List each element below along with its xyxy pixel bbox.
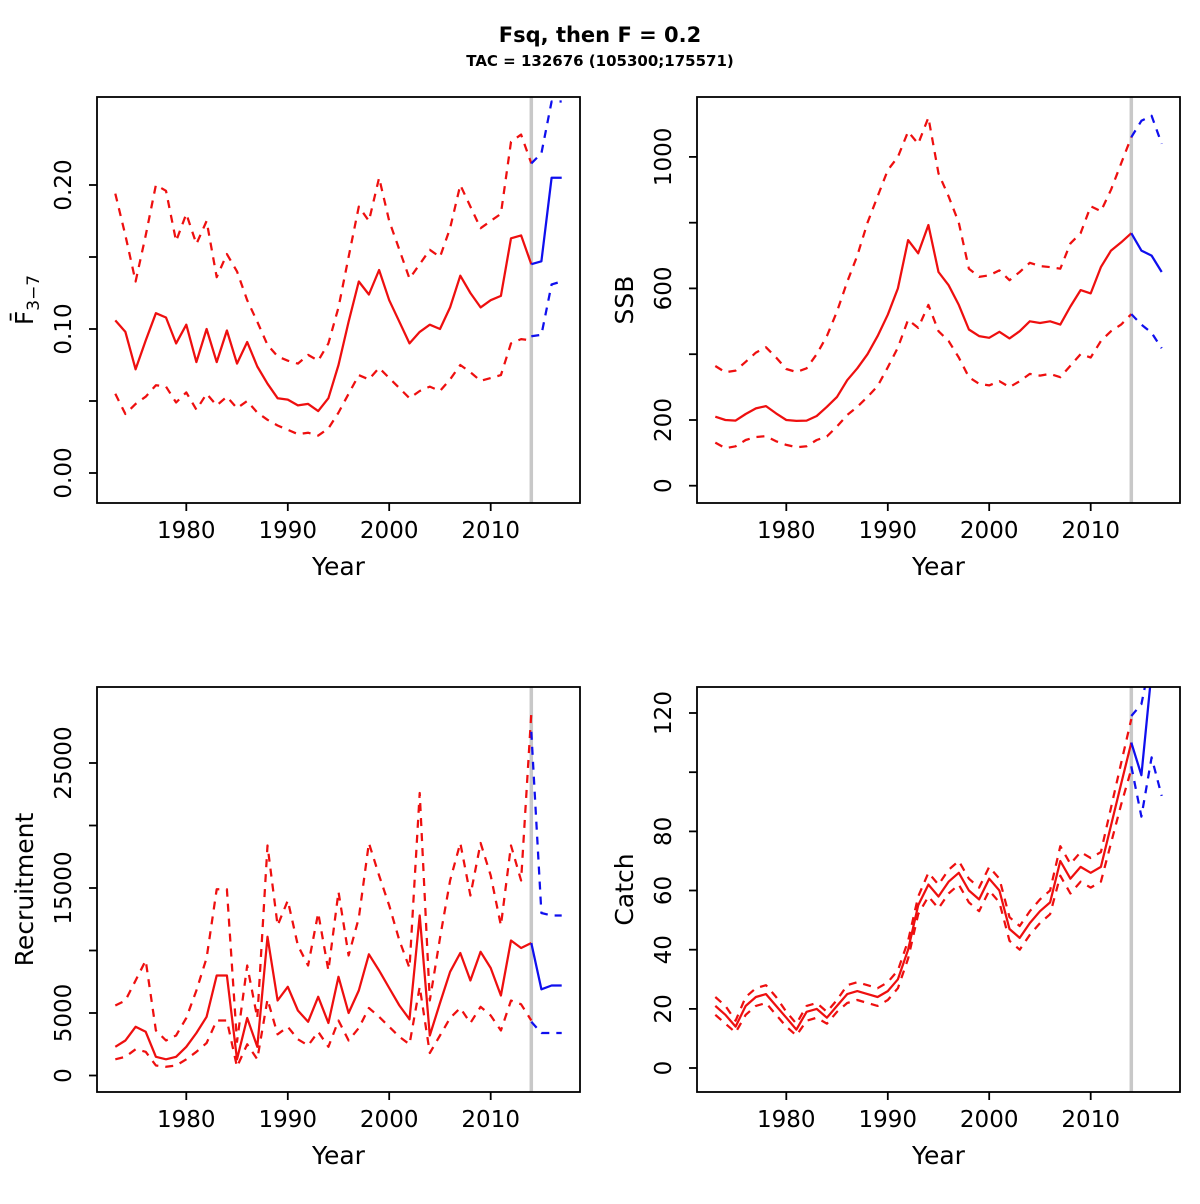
fbar-upper-ci-projection-line	[530, 100, 562, 165]
catch-upper-ci-projection-line	[1130, 687, 1147, 717]
y-tick-label: 60	[651, 876, 677, 905]
ssb-median-projection-line	[1130, 232, 1163, 273]
recruitment-chart: 1980 1990 2000 2010 0 5000 15000 25000 Year Recru…	[10, 686, 581, 1170]
x-tick-label: 1990	[259, 518, 318, 544]
x-tick-label: 2010	[461, 1107, 520, 1133]
figure-subtitle: TAC = 132676 (105300;175571)	[466, 52, 734, 70]
recruitment-lower-ci-historical-line	[115, 985, 533, 1068]
y-tick-label: 0.10	[51, 303, 77, 354]
recruitment-lower-ci-projection-line	[530, 1021, 562, 1035]
x-tick-label: 1980	[157, 1107, 216, 1133]
fbar-upper-ci-historical-line	[114, 133, 533, 365]
catch-upper-ci-historical-line	[714, 718, 1133, 1025]
plot-box	[96, 686, 581, 1093]
fbar-lower-ci-projection-line	[531, 280, 563, 338]
y-tick-label: 0	[51, 1068, 77, 1083]
catch-lower-ci-historical-line	[714, 768, 1133, 1037]
plot-box	[696, 686, 1181, 1093]
figure-title: Fsq, then F = 0.2	[498, 23, 702, 47]
fbar-median-historical-line	[114, 234, 533, 413]
y-tick-label: 0.20	[51, 159, 77, 210]
plot-box	[96, 96, 581, 504]
y-tick-label: 25000	[51, 726, 77, 799]
panel-fbar: 1980 1990 2000 2010 0.00 0.10 0.20 Year F̄3−7	[0, 0, 600, 600]
panel-ssb: 1980 1990 2000 2010 0 200 600 1000 Year SSB	[600, 0, 1200, 600]
x-tick-label: 1990	[859, 518, 918, 544]
y-tick-label: 15000	[51, 851, 77, 924]
ssb-lower-ci-projection-line	[1130, 313, 1163, 349]
y-axis-label: F̄3−7	[9, 275, 44, 325]
catch-lower-ci-projection-line	[1130, 756, 1163, 818]
y-tick-label: 600	[651, 266, 677, 310]
ssb-chart: 1980 1990 2000 2010 0 200 600 1000 Year SSB	[610, 96, 1181, 581]
y-axis-label: Recruitment	[10, 812, 39, 966]
panel-catch: 1980 1990 2000 2010 0 20 40 60 80 120 Year Catch	[600, 600, 1200, 1200]
fbar-median-projection-line	[530, 176, 562, 266]
catch-chart: 1980 1990 2000 2010 0 20 40 60 80 120 Year Catch	[610, 686, 1181, 1170]
x-tick-label: 2000	[960, 518, 1019, 544]
x-tick-label: 1990	[859, 1107, 918, 1133]
y-axis-label: SSB	[610, 276, 639, 325]
x-tick-label: 1980	[157, 518, 216, 544]
y-axis-label: Catch	[610, 853, 639, 925]
x-tick-label: 2010	[1061, 1107, 1120, 1133]
ssb-upper-ci-projection-line	[1130, 114, 1163, 145]
y-tick-label: 40	[651, 935, 677, 964]
recruitment-upper-ci-projection-line	[530, 731, 562, 917]
recruitment-median-projection-line	[530, 942, 562, 991]
y-tick-label: 200	[651, 398, 677, 442]
y-tick-label: 1000	[651, 128, 677, 187]
x-tick-label: 2000	[360, 518, 419, 544]
ssb-upper-ci-historical-line	[714, 116, 1133, 374]
fbar-lower-ci-historical-line	[114, 337, 532, 437]
y-tick-label: 80	[651, 817, 677, 846]
catch-median-historical-line	[714, 742, 1133, 1031]
x-axis-label: Year	[311, 552, 366, 581]
catch-median-projection-line	[1130, 687, 1152, 777]
recruitment-upper-ci-historical-line	[114, 712, 533, 1043]
x-axis-label: Year	[311, 1141, 366, 1170]
x-axis-label: Year	[911, 552, 966, 581]
y-tick-label: 5000	[51, 984, 77, 1043]
x-tick-label: 2010	[461, 518, 520, 544]
x-tick-label: 2000	[960, 1107, 1019, 1133]
plot-box	[696, 96, 1181, 504]
x-tick-label: 1990	[259, 1107, 318, 1133]
x-tick-label: 1980	[757, 518, 816, 544]
ssb-lower-ci-historical-line	[714, 303, 1133, 450]
y-tick-label: 0.00	[51, 447, 77, 498]
x-axis-label: Year	[911, 1141, 966, 1170]
panel-recruitment: 1980 1990 2000 2010 0 5000 15000 25000 Year Recru…	[0, 600, 600, 1200]
ssb-median-historical-line	[714, 223, 1133, 423]
y-tick-label: 20	[651, 994, 677, 1023]
x-tick-label: 1980	[757, 1107, 816, 1133]
y-tick-label: 0	[651, 1061, 677, 1076]
x-tick-label: 2010	[1061, 518, 1120, 544]
y-tick-label: 120	[651, 691, 677, 735]
y-tick-label: 0	[651, 478, 677, 493]
fbar-chart: 1980 1990 2000 2010 0.00 0.10 0.20 Year F̄3−7	[9, 96, 581, 581]
x-tick-label: 2000	[360, 1107, 419, 1133]
recruitment-median-historical-line	[114, 914, 532, 1061]
